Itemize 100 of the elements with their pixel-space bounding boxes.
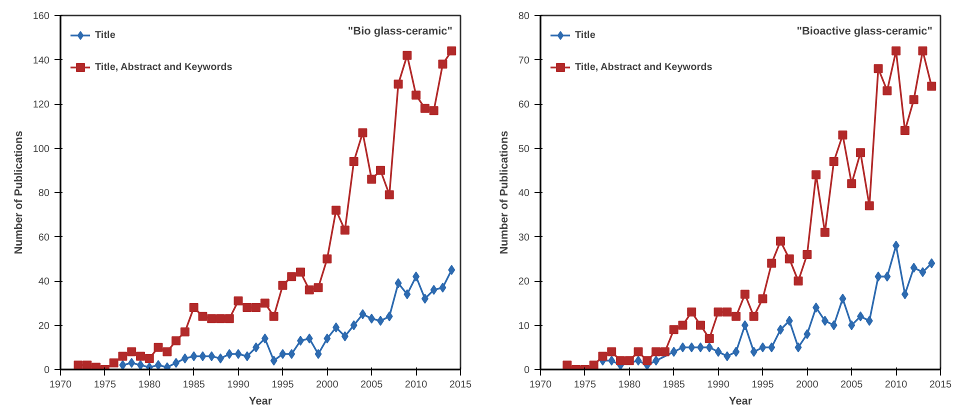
point: [181, 353, 188, 364]
point: [324, 334, 331, 344]
point: [402, 50, 412, 60]
point: [242, 303, 252, 312]
point: [376, 166, 385, 175]
point: [304, 285, 314, 294]
point: [208, 351, 216, 362]
y-tick-label: 60: [518, 100, 530, 110]
point: [919, 267, 926, 278]
point: [866, 316, 873, 326]
point: [358, 128, 368, 138]
x-tick-label: 2015: [929, 380, 952, 390]
x-tick-label: 2000: [796, 380, 819, 390]
point: [750, 346, 758, 357]
annotation: "Bioactive glass-ceramic": [796, 26, 933, 38]
point: [349, 157, 358, 166]
point: [190, 351, 198, 362]
point: [892, 240, 900, 251]
point: [864, 201, 874, 210]
point: [332, 206, 341, 215]
point: [439, 282, 446, 293]
y-tick-label: 40: [518, 188, 530, 199]
point: [706, 342, 713, 352]
point: [420, 104, 430, 113]
point: [874, 64, 883, 74]
point: [368, 314, 376, 324]
y-tick-label: 140: [32, 55, 50, 66]
point: [136, 352, 145, 361]
point: [598, 352, 608, 361]
point: [918, 46, 928, 56]
point: [332, 322, 340, 332]
point: [340, 226, 350, 235]
x-tick-label: 1980: [138, 380, 161, 390]
x-tick-label: 1975: [574, 380, 597, 390]
point: [118, 352, 128, 361]
point: [252, 342, 260, 352]
point: [216, 314, 225, 324]
x-axis-title: Year: [728, 396, 753, 408]
point: [394, 80, 403, 89]
y-tick-label: 20: [518, 276, 530, 288]
point: [82, 360, 92, 370]
x-tick-label: 1985: [182, 380, 206, 390]
point: [234, 296, 243, 306]
point: [830, 320, 838, 330]
point: [704, 334, 714, 344]
x-tick-label: 1975: [94, 380, 117, 390]
x-tick-label: 1970: [49, 380, 72, 390]
point: [154, 342, 163, 352]
point: [732, 312, 741, 321]
point: [616, 356, 625, 366]
point: [224, 314, 234, 324]
point: [92, 362, 101, 370]
y-tick-label: 50: [518, 144, 530, 155]
x-tick-label: 2000: [316, 380, 339, 390]
point: [384, 190, 394, 200]
point: [910, 262, 918, 273]
point: [314, 349, 322, 360]
x-tick-label: 2010: [404, 380, 428, 390]
point: [154, 360, 162, 370]
point: [882, 86, 892, 96]
x-tick-label: 2005: [840, 380, 864, 390]
point: [386, 311, 393, 322]
point: [350, 320, 358, 330]
point: [74, 360, 83, 370]
x-tick-label: 1990: [227, 380, 250, 390]
point: [128, 358, 136, 368]
point: [447, 46, 456, 56]
point: [749, 312, 758, 321]
point: [226, 349, 233, 360]
point: [767, 258, 776, 268]
point: [234, 349, 242, 360]
point: [429, 106, 438, 116]
y-tick-label: 160: [32, 11, 50, 22]
point: [821, 316, 828, 326]
legend-label: Title, Abstract and Keywords: [95, 62, 232, 72]
point: [270, 356, 278, 366]
point: [438, 60, 448, 69]
y-tick-label: 80: [518, 11, 530, 22]
point: [404, 289, 411, 300]
point: [678, 320, 688, 330]
point: [884, 272, 891, 282]
point: [847, 179, 856, 188]
x-tick-label: 1970: [529, 380, 552, 390]
point: [260, 298, 270, 308]
point: [724, 351, 731, 362]
point: [306, 334, 313, 344]
point: [794, 342, 802, 352]
point: [607, 347, 616, 356]
y-axis-title: Number of Publications: [12, 130, 25, 254]
x-tick-label: 1980: [618, 380, 641, 390]
point: [909, 95, 918, 104]
point: [812, 170, 821, 180]
point: [137, 360, 144, 370]
point: [670, 346, 678, 357]
point: [430, 284, 438, 295]
point: [109, 358, 118, 368]
point: [278, 280, 288, 290]
point: [296, 268, 305, 277]
legend-label: Title: [575, 30, 596, 40]
point: [279, 349, 286, 360]
